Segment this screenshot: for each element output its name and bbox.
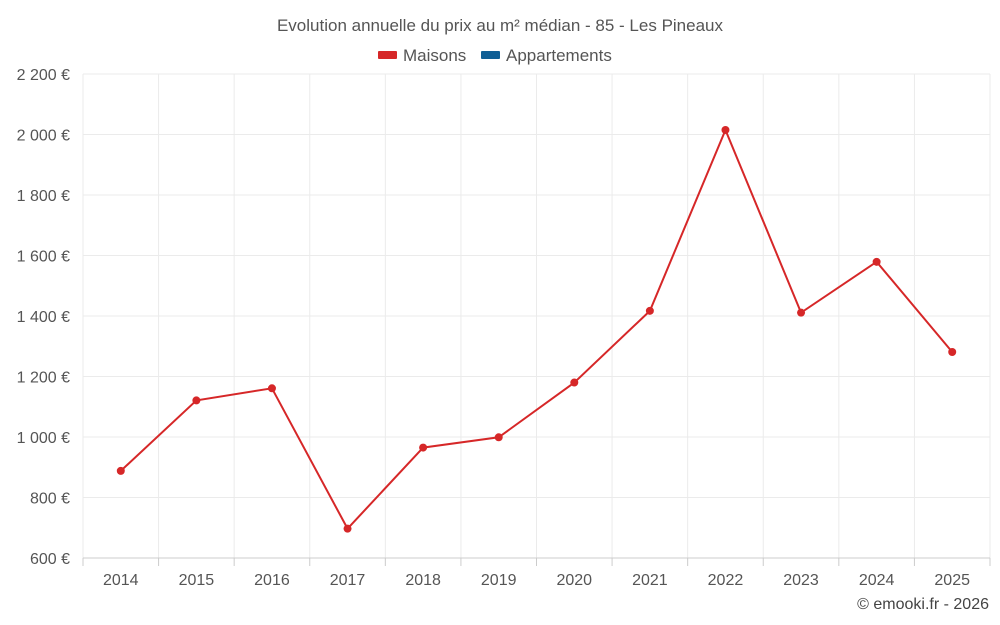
data-point[interactable] [494, 433, 503, 442]
x-axis-labels: 2014 2015 2016 2017 2018 2019 2020 2021 2022 2023… [103, 572, 970, 589]
data-point[interactable] [343, 524, 352, 533]
legend-label-appartements: Appartements [506, 46, 612, 65]
y-axis-labels: 600 € 800 € 1 000 € 1 200 € 1 400 € 1 600 € 1 … [17, 67, 70, 568]
x-tick-label: 2017 [330, 572, 366, 589]
x-tick-label: 2025 [934, 572, 970, 589]
data-point[interactable] [192, 396, 201, 405]
legend-label-maisons: Maisons [403, 46, 466, 65]
grid [82, 73, 991, 558]
series-line-maisons [120, 127, 953, 531]
chart-title: Evolution annuelle du prix au m² médian … [277, 16, 724, 35]
y-tick-label: 1 800 € [17, 188, 70, 205]
data-point[interactable] [872, 257, 881, 266]
x-tick-label: 2020 [556, 572, 592, 589]
x-tick-label: 2023 [783, 572, 819, 589]
y-tick-label: 2 000 € [17, 128, 70, 145]
y-tick-label: 1 400 € [17, 309, 70, 326]
axes [82, 557, 991, 566]
data-point[interactable] [570, 378, 579, 387]
data-point[interactable] [645, 306, 654, 315]
data-point[interactable] [948, 347, 957, 356]
legend: Maisons Appartements [378, 46, 612, 65]
y-tick-label: 800 € [30, 491, 70, 508]
x-tick-label: 2018 [405, 572, 441, 589]
y-tick-label: 2 200 € [17, 67, 70, 84]
legend-swatch-maisons [378, 51, 397, 59]
legend-item-appartements[interactable]: Appartements [481, 46, 612, 65]
x-tick-label: 2021 [632, 572, 668, 589]
y-tick-label: 1 200 € [17, 370, 70, 387]
data-point[interactable] [267, 384, 276, 393]
x-tick-label: 2024 [859, 572, 895, 589]
data-point[interactable] [419, 443, 428, 452]
x-tick-label: 2019 [481, 572, 517, 589]
y-tick-label: 1 600 € [17, 249, 70, 266]
y-tick-label: 600 € [30, 551, 70, 568]
legend-item-maisons[interactable]: Maisons [378, 46, 466, 65]
series-maisons [116, 125, 957, 533]
data-point[interactable] [721, 125, 730, 134]
x-tick-label: 2022 [708, 572, 744, 589]
x-tick-label: 2014 [103, 572, 139, 589]
x-tick-label: 2016 [254, 572, 290, 589]
x-tick-label: 2015 [179, 572, 215, 589]
y-tick-label: 1 000 € [17, 430, 70, 447]
data-point[interactable] [116, 466, 125, 475]
data-point[interactable] [797, 308, 806, 317]
credits-text[interactable]: © emooki.fr - 2026 [857, 596, 989, 613]
legend-swatch-appartements [481, 51, 500, 59]
